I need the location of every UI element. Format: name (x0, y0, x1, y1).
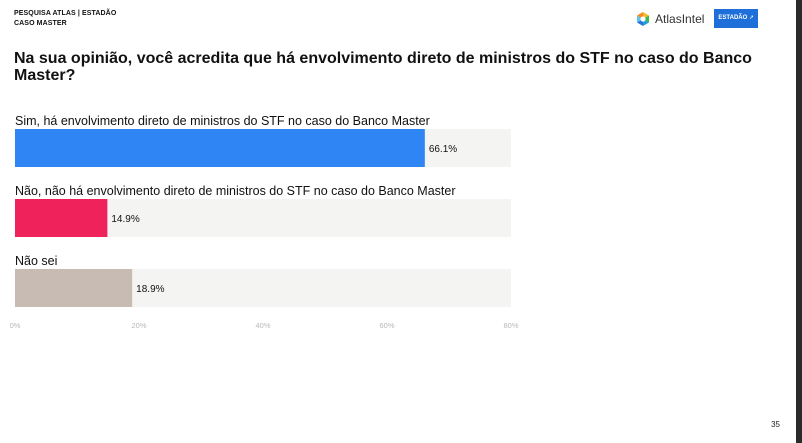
right-edge-bar (796, 0, 802, 443)
category-label: Não sei (15, 254, 57, 268)
value-label: 66.1% (429, 144, 457, 155)
x-tick-label: 80% (503, 321, 518, 330)
logos: AtlasIntel ESTADÃO ➚ (635, 9, 758, 28)
page-number: 35 (771, 420, 780, 429)
x-tick-label: 60% (379, 321, 394, 330)
category-label: Sim, há envolvimento direto de ministros… (15, 114, 430, 128)
survey-header: PESQUISA ATLAS | ESTADÃO CASO MASTER (14, 9, 116, 29)
x-tick-label: 40% (255, 321, 270, 330)
estadao-logo-text: ESTADÃO (718, 15, 748, 21)
survey-topic: CASO MASTER (14, 20, 67, 27)
category-label: Não, não há envolvimento direto de minis… (15, 184, 456, 198)
estadao-logo: ESTADÃO ➚ (714, 9, 758, 28)
value-label: 14.9% (111, 214, 139, 225)
question-title: Na sua opinião, você acredita que há env… (14, 50, 752, 84)
bar (15, 129, 425, 167)
bar (15, 199, 108, 237)
atlasintel-logo: AtlasIntel (635, 11, 704, 27)
atlasintel-icon (637, 11, 650, 26)
x-tick-label: 0% (10, 321, 21, 330)
estadao-arrow-icon: ➚ (747, 15, 754, 21)
bar (15, 269, 133, 307)
value-label: 18.9% (136, 284, 164, 295)
x-tick-label: 20% (131, 321, 146, 330)
survey-source: PESQUISA ATLAS | ESTADÃO (14, 10, 117, 17)
atlasintel-logo-text: AtlasIntel (655, 11, 705, 26)
